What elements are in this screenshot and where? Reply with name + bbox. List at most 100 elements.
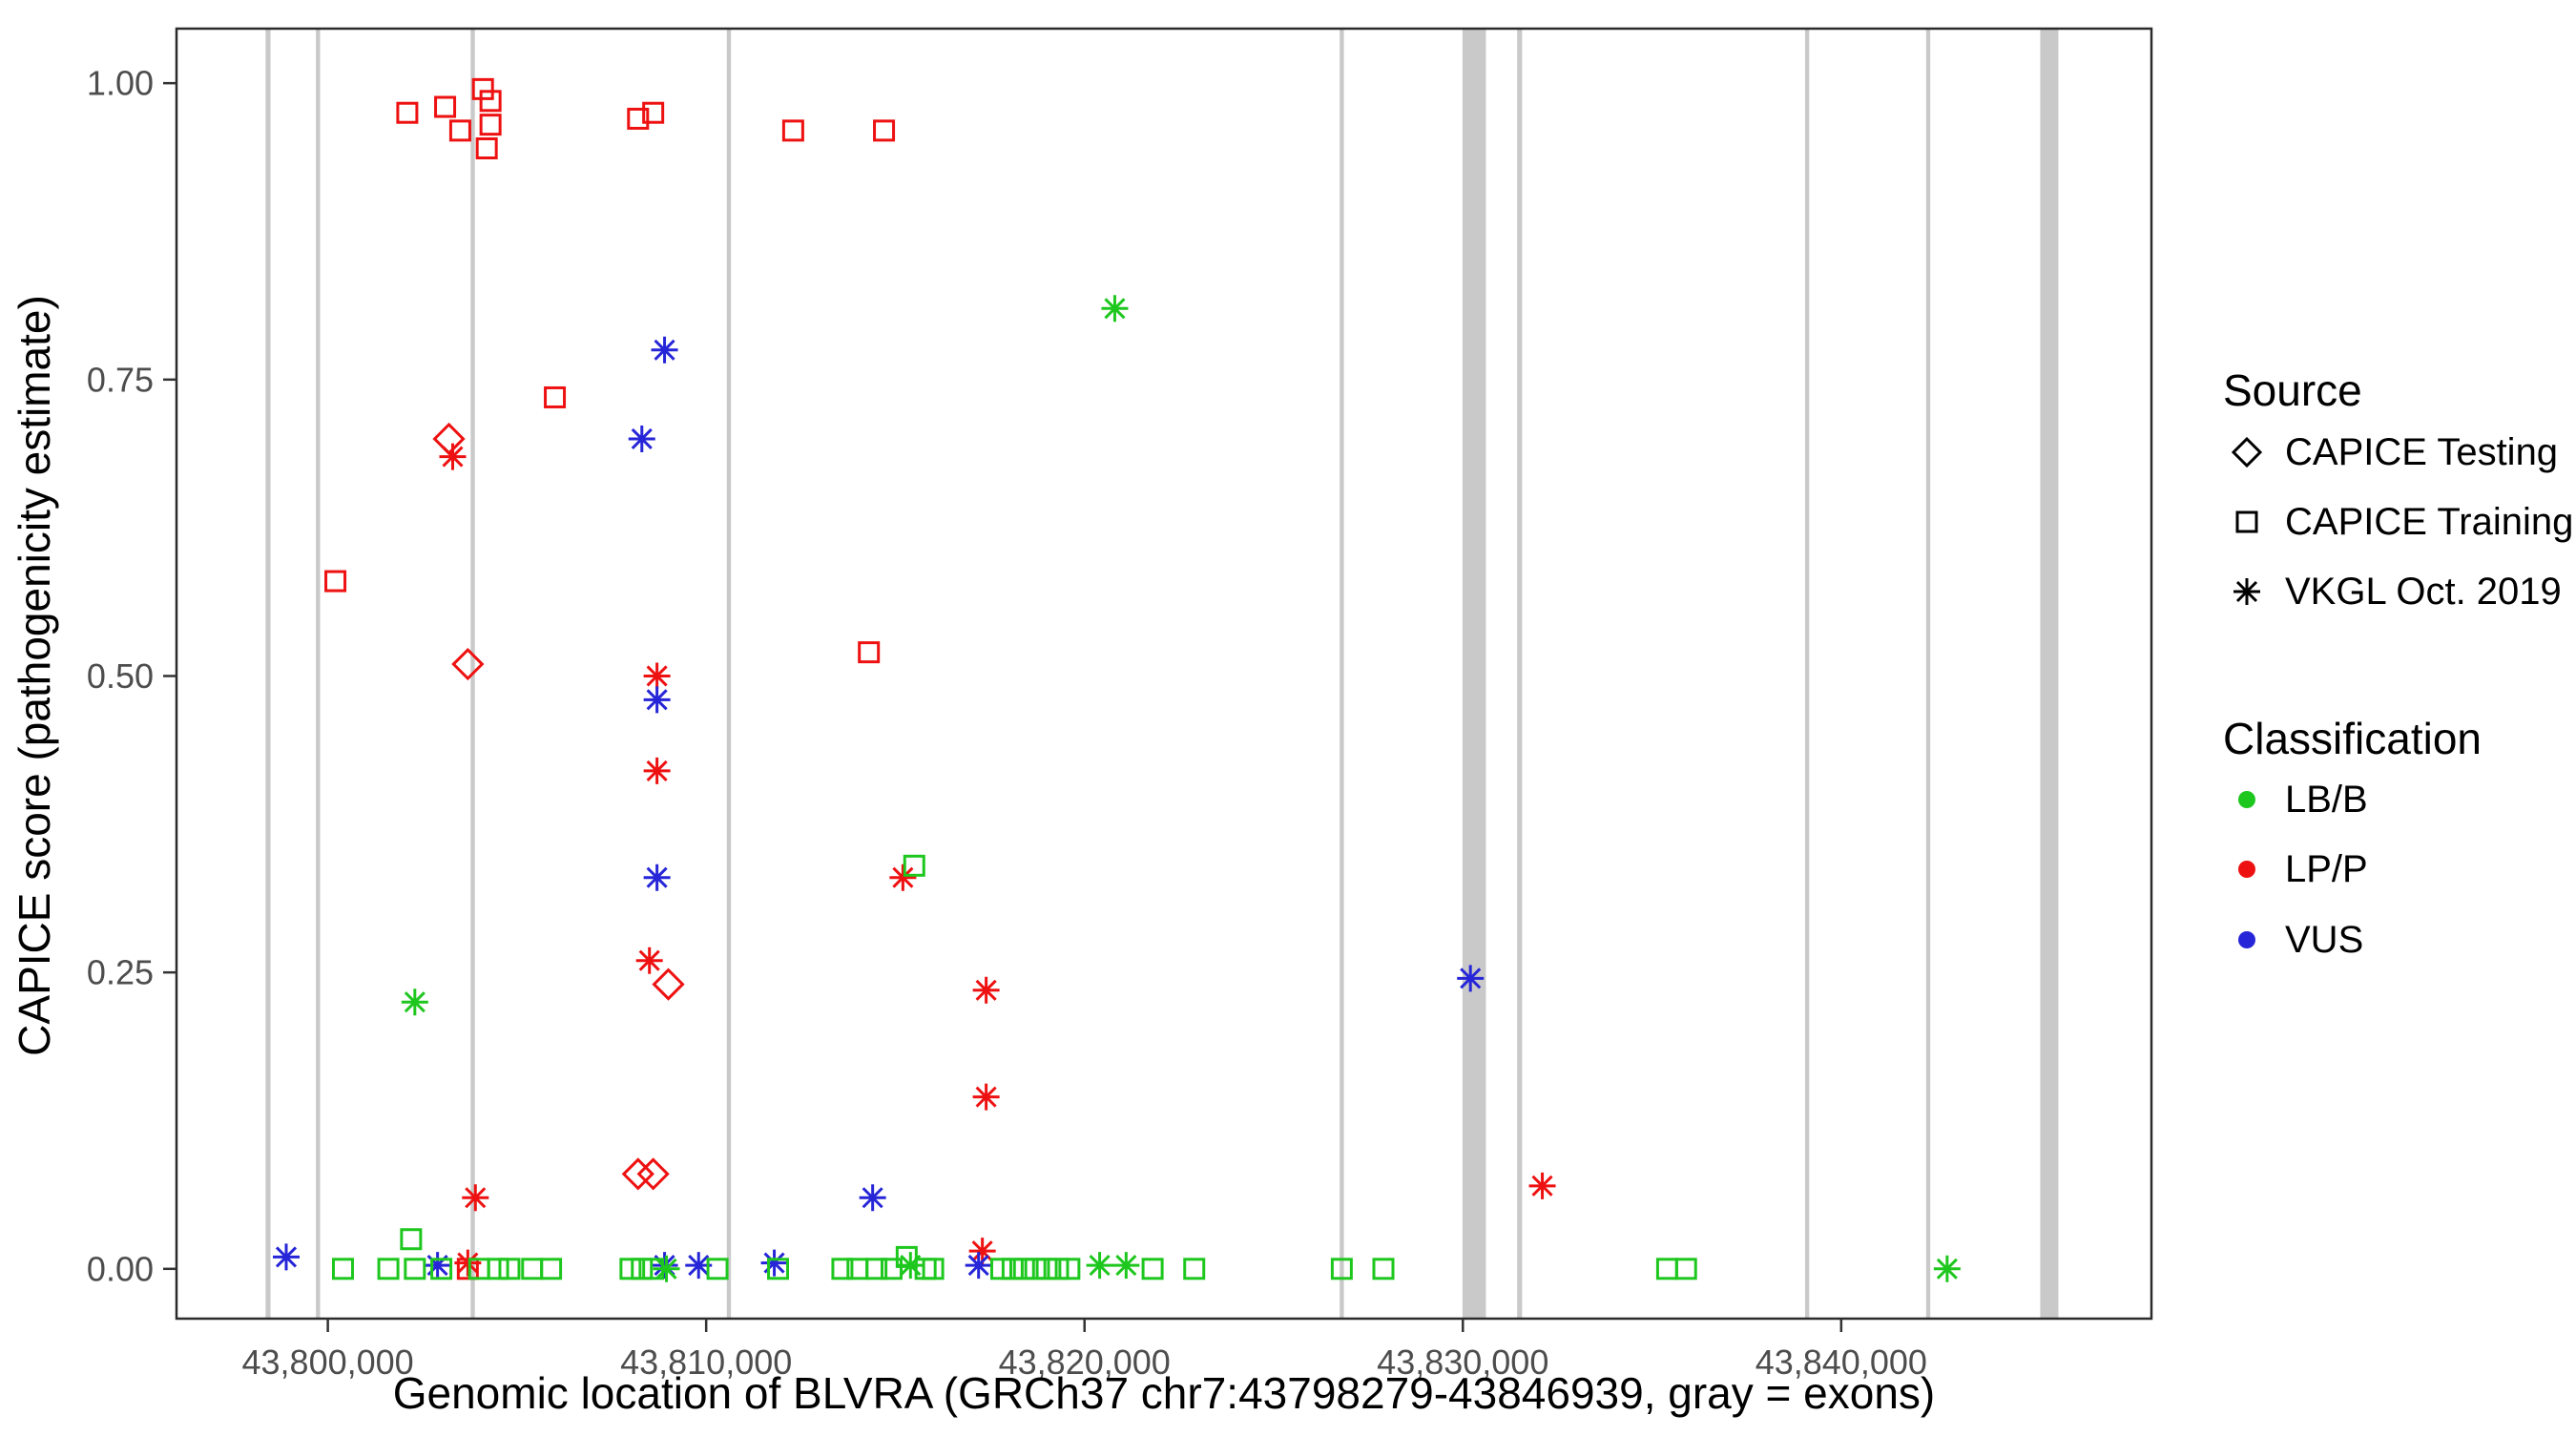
data-point-square-open [1655,1258,1678,1280]
data-point-asterisk [454,1249,482,1277]
data-point-square-open [781,119,804,142]
y-tick-label: 0.00 [87,1249,154,1288]
data-point-asterisk [972,976,1000,1004]
data-point-square-open [1047,1258,1070,1280]
x-tick-label: 43,800,000 [242,1342,414,1382]
data-point-asterisk [439,443,467,470]
data-point-square-open [479,114,502,136]
data-point-asterisk [972,1083,1000,1111]
data-point-square-open [865,1258,888,1280]
data-point-diamond-open [636,1157,670,1191]
legend-item-vkgl: VKGL Oct. 2019 [2233,571,2562,613]
y-tick-label: 0.75 [87,360,154,399]
data-point-square-open [619,1258,642,1280]
data-point-square-open [627,107,650,130]
data-point-square-open [767,1258,790,1280]
data-point-square-open [831,1258,854,1280]
data-point-asterisk [1933,1255,1961,1282]
data-point-square-open [858,641,881,664]
data-point-diamond-open [451,647,485,681]
exon-bar [1340,29,1344,1319]
data-point-asterisk [643,662,671,690]
data-point-asterisk [1101,295,1129,323]
data-point-square-open [487,1258,509,1280]
data-point-asterisk [889,864,917,891]
data-point-square-open [540,1258,563,1280]
data-point-asterisk [635,947,663,974]
legend-item-lbb: LB/B [2238,779,2368,821]
data-point-square-open [471,77,494,100]
x-tick-label: 43,820,000 [999,1342,1171,1382]
x-tick-label: 43,830,000 [1377,1342,1548,1382]
data-point-diamond-open [621,1157,654,1191]
asterisk-icon [2233,578,2260,605]
data-point-asterisk [760,1249,788,1277]
data-point-square-open [430,1258,453,1280]
data-point-square-open [1058,1258,1081,1280]
data-point-square-open [1035,1258,1058,1280]
lpp-color-dot-icon [2238,861,2255,878]
data-point-square-open [521,1258,544,1280]
x-tick-label: 43,810,000 [620,1342,792,1382]
data-point-asterisk [965,1252,992,1280]
data-point-asterisk [1528,1172,1556,1199]
data-point-square-open [331,1258,354,1280]
data-point-square-open [479,90,502,113]
data-point-square-open [498,1258,521,1280]
plot-panel-border [175,27,2153,1321]
data-point-square-open [1024,1258,1047,1280]
legend: Source CAPICE Testing CAPICE Training VK… [2223,365,2573,961]
data-point-square-open [1183,1258,1206,1280]
data-point-asterisk [628,425,655,452]
diamond-open-icon [2231,436,2263,468]
x-axis-title: Genomic location of BLVRA (GRCh37 chr7:4… [393,1368,1936,1418]
square-open-icon [2235,510,2258,533]
exon-bar [316,29,321,1319]
data-point-square-open [324,570,347,593]
data-point-square-open [903,854,925,877]
data-points [273,77,1961,1282]
data-point-square-open [922,1258,945,1280]
exon-bars [265,29,2059,1319]
data-point-asterisk [968,1238,996,1265]
data-point-square-open [400,1228,423,1251]
data-point-square-open [1141,1258,1164,1280]
x-axis: 43,800,000 43,810,000 43,820,000 43,830,000… [242,1319,1927,1382]
legend-item-label: CAPICE Testing [2285,431,2558,473]
y-tick-label: 0.50 [87,656,154,696]
data-point-square-open [989,1258,1012,1280]
data-point-square-open [1674,1258,1697,1280]
data-point-asterisk [685,1252,713,1280]
legend-source-title: Source [2223,365,2362,415]
legend-item-capice-testing: CAPICE Testing [2231,431,2558,473]
data-point-square-open [396,101,419,124]
data-point-asterisk [859,1184,886,1212]
y-axis-title: CAPICE score (pathogenicity estimate) [10,295,59,1056]
legend-classification-title: Classification [2223,714,2482,763]
data-point-square-open [1012,1258,1035,1280]
legend-item-label: VKGL Oct. 2019 [2285,571,2562,613]
data-point-square-open [895,1245,918,1268]
data-point-asterisk [401,989,428,1016]
exon-bar [2040,29,2059,1319]
data-point-square-open [448,119,471,142]
x-tick-label: 43,840,000 [1755,1342,1927,1382]
data-point-square-open [642,1258,665,1280]
y-tick-label: 0.25 [87,953,154,992]
data-point-square-open [631,1258,654,1280]
legend-item-label: VUS [2285,919,2363,961]
data-point-asterisk [1112,1252,1140,1280]
lbb-color-dot-icon [2238,791,2255,808]
data-point-asterisk [1457,965,1485,992]
legend-item-vus: VUS [2238,919,2363,961]
exon-bar [265,29,271,1319]
data-point-asterisk [643,757,671,784]
exon-bar [1925,29,1931,1319]
data-point-square-open [377,1258,400,1280]
exon-bar [1517,29,1523,1319]
data-point-square-open [706,1258,729,1280]
legend-item-lpp: LP/P [2238,848,2368,890]
exon-bar [726,29,732,1319]
data-point-square-open [873,119,896,142]
